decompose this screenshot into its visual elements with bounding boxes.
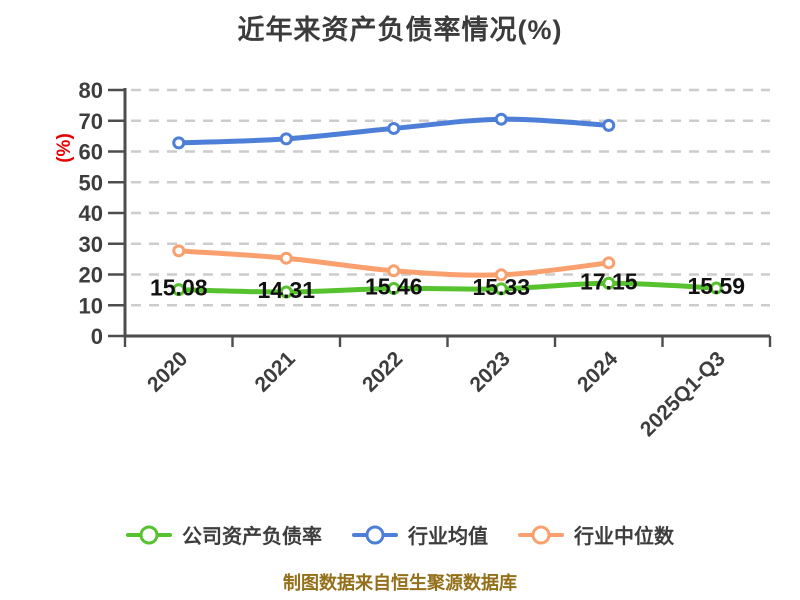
data-point-series-2	[387, 264, 401, 278]
data-point-series-2	[602, 256, 616, 270]
legend-line-green	[126, 525, 172, 544]
y-tick-label: 30	[79, 232, 103, 257]
data-point-series-0	[602, 276, 616, 290]
x-tick-label: 2020	[143, 347, 192, 396]
y-tick-label: 50	[79, 170, 103, 195]
x-tick-label: 2023	[465, 347, 514, 396]
y-tick-label: 10	[79, 293, 103, 318]
data-point-series-0	[494, 282, 508, 296]
legend-item-company-debt-ratio[interactable]: 公司资产负债率	[126, 520, 322, 549]
data-point-series-2	[494, 268, 508, 282]
data-point-label: 15.46	[365, 273, 423, 299]
x-tick-label: 2025Q1-Q3	[636, 347, 730, 441]
legend-label: 行业中位数	[574, 526, 674, 548]
x-tick-label: 2021	[250, 347, 300, 397]
data-point-series-1	[172, 136, 186, 150]
legend-item-industry-average[interactable]: 行业均值	[352, 520, 488, 549]
data-point-label: 17.15	[580, 268, 638, 294]
data-point-series-2	[279, 251, 293, 265]
y-tick-label: 60	[79, 140, 103, 165]
legend-circle-icon	[531, 525, 551, 544]
y-tick-label: 70	[79, 109, 103, 134]
legend-line-blue	[352, 525, 398, 544]
data-point-label: 15.33	[472, 274, 530, 300]
data-point-series-0	[709, 281, 723, 295]
y-tick-label: 0	[91, 324, 103, 349]
series-line-0	[176, 280, 719, 295]
y-tick-label: 80	[79, 78, 103, 103]
chart-legend: 公司资产负债率 行业均值 行业中位数	[0, 520, 800, 549]
y-tick-label: 20	[79, 263, 103, 288]
data-point-series-1	[279, 132, 293, 146]
data-point-series-1	[494, 112, 508, 126]
chart-title: 近年来资产负债率情况(%)	[237, 15, 563, 45]
data-point-series-1	[602, 118, 616, 132]
data-point-series-0	[279, 285, 293, 299]
legend-label: 行业均值	[408, 526, 488, 548]
x-tick-label: 2024	[573, 347, 623, 397]
data-point-series-0	[387, 281, 401, 295]
legend-line-orange	[518, 525, 564, 544]
legend-circle-icon	[365, 525, 385, 544]
x-tick-label: 2022	[358, 347, 407, 396]
data-point-series-0	[172, 283, 186, 297]
y-tick-label: 40	[79, 201, 103, 226]
data-point-label: 15.59	[687, 273, 745, 299]
data-point-series-2	[172, 244, 186, 258]
legend-item-industry-median[interactable]: 行业中位数	[518, 520, 674, 549]
legend-circle-icon	[139, 525, 159, 544]
data-source-credit: 制图数据来自恒生聚源数据库	[283, 573, 517, 593]
data-point-label: 14.31	[257, 277, 315, 303]
data-point-series-1	[387, 121, 401, 135]
legend-label: 公司资产负债率	[182, 526, 322, 548]
data-point-label: 15.08	[150, 275, 208, 301]
